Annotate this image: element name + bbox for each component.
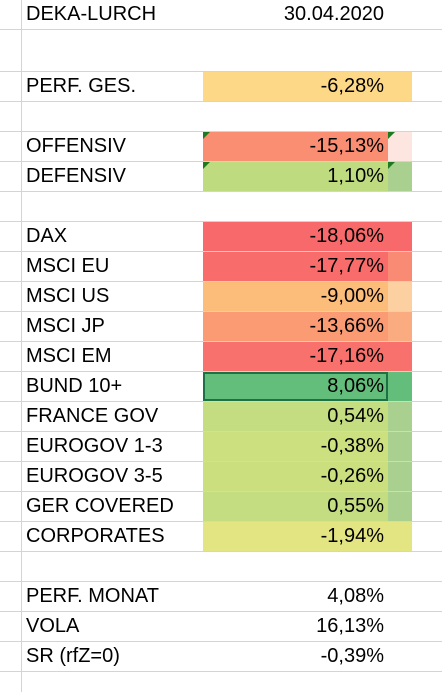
side-cell[interactable]	[388, 372, 412, 401]
row-label-cell[interactable]: CORPORATES	[26, 525, 165, 547]
row-label-cell[interactable]	[22, 192, 203, 221]
row-label-cell[interactable]: GER COVERED	[26, 495, 174, 517]
table-row: DAX -18,06%	[0, 222, 442, 252]
row-label-cell[interactable]: FRANCE GOV	[26, 405, 159, 427]
side-cell[interactable]	[388, 192, 412, 221]
row-label-cell[interactable]: OFFENSIV	[26, 135, 127, 157]
row-value-cell[interactable]: -0,38%	[203, 432, 388, 461]
row-label-cell[interactable]: MSCI EU	[26, 255, 110, 277]
row-label-cell[interactable]: MSCI EM	[26, 345, 112, 367]
table-row: GER COVERED 0,55%	[0, 492, 442, 522]
empty-row	[0, 192, 442, 222]
side-cell[interactable]	[388, 162, 412, 191]
row-value-cell[interactable]	[203, 192, 388, 221]
side-cell[interactable]	[388, 252, 412, 281]
side-cell[interactable]	[388, 642, 412, 671]
row-label-cell[interactable]	[22, 552, 203, 581]
side-cell[interactable]	[388, 552, 412, 581]
row-value-cell[interactable]: -17,77%	[203, 252, 388, 281]
row-label-cell[interactable]: EUROGOV 3-5	[26, 465, 163, 487]
row-value-cell[interactable]: 16,13%	[316, 615, 384, 637]
side-cell[interactable]	[388, 582, 412, 611]
row-value-cell[interactable]: 4,08%	[327, 585, 384, 607]
row-label-cell[interactable]: MSCI JP	[26, 315, 105, 337]
side-cell[interactable]	[388, 432, 412, 461]
header-row: DEKA-LURCH 30.04.2020	[0, 0, 442, 30]
side-cell[interactable]	[388, 132, 412, 161]
report-date-cell[interactable]: 30.04.2020	[283, 3, 384, 25]
selected-value-cell[interactable]: 8,06%	[203, 372, 388, 401]
row-value-cell[interactable]: 0,55%	[203, 492, 388, 521]
table-row: VOLA 16,13%	[0, 612, 442, 642]
row-value-cell[interactable]: -15,13%	[203, 132, 388, 161]
row-label-cell[interactable]: PERF. MONAT	[26, 585, 159, 607]
table-row: CORPORATES -1,94%	[0, 522, 442, 552]
row-value-cell[interactable]: -0,26%	[203, 462, 388, 491]
table-row: EUROGOV 1-3 -0,38%	[0, 432, 442, 462]
row-label-cell[interactable]: PERF. GES.	[26, 75, 137, 97]
row-label-cell[interactable]	[22, 42, 203, 71]
row-label-cell[interactable]: MSCI US	[26, 285, 110, 307]
table-row: SR (rfZ=0) -0,39%	[0, 642, 442, 672]
row-value-cell[interactable]: -17,16%	[203, 342, 388, 371]
row-label-cell[interactable]: SR (rfZ=0)	[26, 645, 120, 667]
table-row: MSCI JP -13,66%	[0, 312, 442, 342]
row-value-cell[interactable]	[203, 102, 388, 131]
comment-indicator-icon	[203, 162, 210, 169]
empty-row	[0, 552, 442, 582]
row-value-cell[interactable]: -18,06%	[203, 222, 388, 251]
row-label-cell[interactable]: BUND 10+	[26, 375, 123, 397]
comment-indicator-icon	[388, 162, 395, 169]
row-label-cell[interactable]: DEFENSIV	[26, 165, 127, 187]
row-value-cell[interactable]: 0,54%	[203, 402, 388, 431]
side-cell[interactable]	[388, 612, 412, 641]
table-row: MSCI US -9,00%	[0, 282, 442, 312]
comment-indicator-icon	[388, 132, 395, 139]
row-label-cell[interactable]	[22, 102, 203, 131]
row-value-cell[interactable]: -1,94%	[203, 522, 388, 551]
comment-indicator-icon	[203, 132, 210, 139]
table-row: BUND 10+ 8,06%	[0, 372, 442, 402]
table-row: EUROGOV 3-5 -0,26%	[0, 462, 442, 492]
side-cell[interactable]	[388, 492, 412, 521]
side-cell[interactable]	[388, 462, 412, 491]
table-row: MSCI EM -17,16%	[0, 342, 442, 372]
table-row: PERF. MONAT 4,08%	[0, 582, 442, 612]
row-value-cell[interactable]: -6,28%	[203, 72, 388, 101]
table-row: FRANCE GOV 0,54%	[0, 402, 442, 432]
side-cell[interactable]	[388, 42, 412, 71]
side-cell[interactable]	[388, 312, 412, 341]
row-margin	[0, 0, 22, 692]
empty-side-cell[interactable]	[388, 0, 412, 29]
side-cell[interactable]	[388, 522, 412, 551]
table-row: MSCI EU -17,77%	[0, 252, 442, 282]
empty-row	[0, 102, 442, 132]
row-value-cell[interactable]	[203, 552, 388, 581]
table-row: OFFENSIV -15,13%	[0, 132, 442, 162]
row-label-cell[interactable]: DAX	[26, 225, 68, 247]
side-cell[interactable]	[388, 402, 412, 431]
row-value-cell[interactable]: -9,00%	[203, 282, 388, 311]
row-value-cell[interactable]: -0,39%	[320, 645, 384, 667]
table-row: PERF. GES. -6,28%	[0, 72, 442, 102]
side-cell[interactable]	[388, 102, 412, 131]
fund-name-cell[interactable]: DEKA-LURCH	[26, 3, 157, 25]
row-label-cell[interactable]: VOLA	[26, 615, 80, 637]
side-cell[interactable]	[388, 282, 412, 311]
side-cell[interactable]	[388, 342, 412, 371]
row-value-cell[interactable]: -13,66%	[203, 312, 388, 341]
row-value-cell[interactable]	[203, 42, 388, 71]
table-row: DEFENSIV 1,10%	[0, 162, 442, 192]
side-cell[interactable]	[388, 222, 412, 251]
empty-row	[0, 42, 442, 72]
row-label-cell[interactable]: EUROGOV 1-3	[26, 435, 163, 457]
row-value-cell[interactable]: 1,10%	[203, 162, 388, 191]
side-cell[interactable]	[388, 72, 412, 101]
